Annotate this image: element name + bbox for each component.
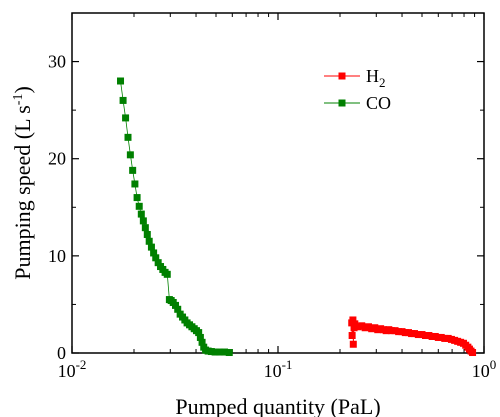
data-point-h2 — [354, 323, 362, 331]
x-axis-title: Pumped quantity (PaL) — [175, 394, 380, 417]
data-point-co — [143, 230, 151, 238]
data-point-h2 — [350, 324, 358, 332]
data-point-co — [137, 210, 145, 218]
data-point-co — [150, 249, 158, 257]
data-point-co — [129, 166, 137, 174]
data-point-co — [124, 133, 132, 141]
data-point-h2 — [411, 330, 419, 338]
data-point-co — [122, 114, 130, 122]
y-tick-label: 0 — [57, 343, 66, 363]
data-point-co — [147, 243, 155, 251]
x-tick-label: 10-2 — [58, 357, 87, 381]
data-point-co — [174, 305, 182, 313]
x-tick-label-exp: 0 — [490, 357, 497, 372]
legend-marker-co — [338, 99, 346, 107]
data-point-h2 — [348, 332, 356, 340]
y-tick-label: 20 — [48, 149, 66, 169]
data-point-co — [152, 254, 160, 262]
data-point-h2 — [469, 349, 477, 357]
data-point-co — [221, 348, 229, 356]
data-point-co — [131, 180, 139, 188]
legend-label-co: CO — [366, 93, 391, 113]
data-point-co — [211, 348, 219, 356]
x-tick-label-exp: -2 — [76, 357, 87, 372]
y-axis-title: Pumping speed (L s-1) — [10, 86, 35, 280]
legend-label-base: CO — [366, 93, 391, 113]
data-point-co — [207, 348, 215, 356]
data-point-h2 — [418, 331, 426, 339]
legend: H2 CO — [324, 66, 391, 113]
x-tick-label-exp: -1 — [282, 357, 293, 372]
y-tick-label: 30 — [48, 52, 66, 72]
legend-label-h2: H2 — [366, 66, 386, 90]
x-tick-label-base: 10 — [472, 361, 490, 381]
data-point-h2 — [349, 340, 357, 348]
data-point-co — [196, 333, 204, 341]
data-point-h2 — [414, 331, 422, 339]
data-point-co — [198, 338, 206, 346]
data-point-co — [163, 270, 171, 278]
data-point-co — [141, 224, 149, 232]
data-point-co — [154, 259, 162, 267]
x-tick-label-base: 10 — [264, 361, 282, 381]
x-tick-label: 10-1 — [264, 357, 293, 381]
legend-label-base: H — [366, 66, 379, 86]
data-point-co — [215, 348, 223, 356]
data-point-h2 — [391, 327, 399, 335]
data-point-h2 — [437, 333, 445, 341]
data-point-co — [135, 202, 143, 210]
data-point-co — [126, 151, 134, 159]
y-axis-title-base: Pumping speed (L s — [10, 105, 35, 280]
y-axis-title-sup: -1 — [11, 94, 26, 106]
y-axis-title-end: ) — [10, 86, 35, 93]
data-point-co — [171, 301, 179, 309]
series-layer — [117, 77, 477, 357]
data-point-co — [117, 77, 125, 85]
data-point-co — [145, 237, 153, 245]
series-co — [117, 77, 233, 357]
data-point-co — [119, 96, 127, 104]
data-point-co — [225, 349, 233, 357]
legend-marker-h2 — [338, 72, 346, 80]
data-point-h2 — [387, 327, 395, 335]
data-point-h2 — [349, 316, 357, 324]
data-point-co — [139, 217, 147, 225]
x-tick-label: 100 — [472, 357, 497, 381]
legend-label-sub: 2 — [379, 75, 386, 90]
y-tick-label: 10 — [48, 246, 66, 266]
x-tick-label-base: 10 — [58, 361, 76, 381]
series-h2 — [348, 316, 477, 357]
data-point-co — [195, 329, 203, 337]
data-point-co — [133, 194, 141, 202]
